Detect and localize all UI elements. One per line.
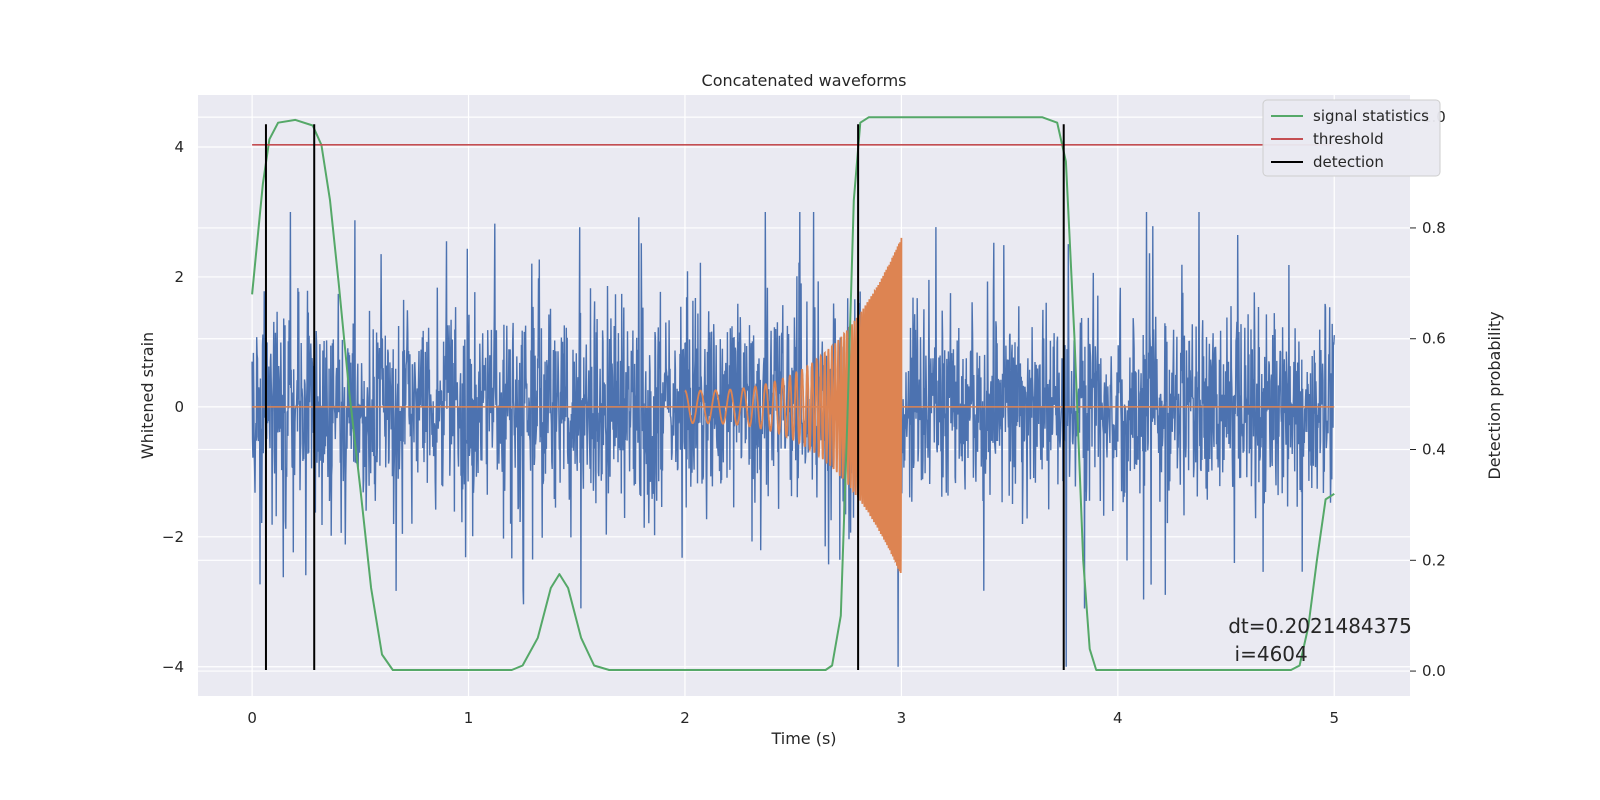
detection-series: [264, 124, 1065, 671]
x-tick-label: 0: [247, 709, 257, 727]
annotation-dt: dt=0.2021484375: [1228, 614, 1412, 638]
y-right-tick-label: 0.4: [1422, 441, 1446, 459]
y-tick-label: −2: [162, 528, 184, 546]
y-tick-label: −4: [162, 658, 184, 676]
x-tick-label: 2: [680, 709, 690, 727]
x-tick-label: 3: [897, 709, 907, 727]
y-axis-right-label: Detection probability: [1485, 311, 1504, 479]
signal-statistics-line: [251, 116, 1335, 671]
legend-label: detection: [1313, 153, 1384, 171]
x-tick-label: 1: [464, 709, 474, 727]
x-tick-label: 4: [1113, 709, 1123, 727]
y-tick-label: 4: [174, 138, 184, 156]
y-tick-label: 2: [174, 268, 184, 286]
legend-label: signal statistics: [1313, 107, 1429, 125]
y-right-tick-label: 0.8: [1422, 219, 1446, 237]
annotation-index: i=4604: [1228, 642, 1308, 666]
y-right-tick-label: 0.2: [1422, 551, 1446, 569]
chart-title: Concatenated waveforms: [702, 71, 907, 90]
legend-label: threshold: [1313, 130, 1384, 148]
chirp-line: [684, 237, 903, 574]
noise-series: [251, 211, 1335, 667]
y-axis-label: Whitened strain: [138, 332, 157, 459]
signal-statistics-series: [251, 116, 1335, 671]
noise-line: [251, 211, 1335, 667]
chirp-series: [252, 237, 1335, 574]
legend: signal statistics threshold detection: [1262, 99, 1441, 177]
x-axis-label: Time (s): [770, 729, 836, 748]
x-tick-label: 5: [1329, 709, 1339, 727]
y-tick-label: 0: [174, 398, 184, 416]
y-right-tick-label: 0.0: [1422, 662, 1446, 680]
y-right-tick-label: 0.6: [1422, 330, 1446, 348]
legend-box: [1262, 99, 1441, 177]
